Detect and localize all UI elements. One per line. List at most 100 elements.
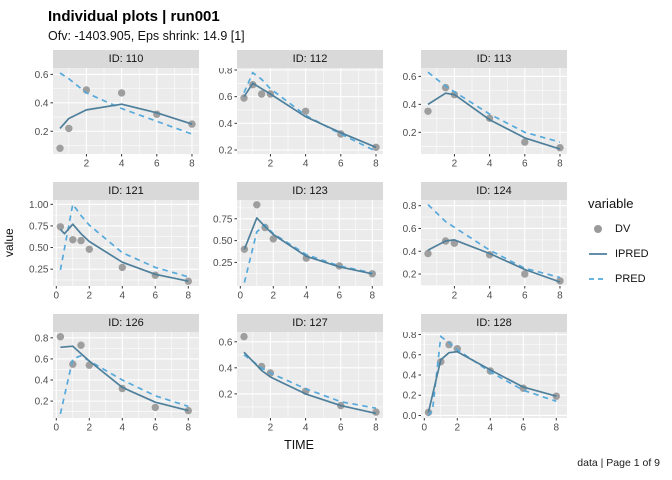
ipred-line — [243, 351, 377, 415]
dv-point — [117, 89, 126, 97]
x-tick-label: 0 — [422, 423, 428, 434]
legend-title: variable — [588, 196, 634, 211]
facet-grid: ID: 110 2 4 6 8 0.2 0.4 0.6 ID: 112 2 4 6 8 0.2 0.4… — [27, 50, 571, 436]
panel-background — [53, 68, 199, 154]
x-tick-label: 8 — [185, 291, 191, 302]
legend: variable DV IPRED PRED — [588, 196, 670, 296]
y-tick-label: 0.2 — [219, 146, 233, 157]
dv-point — [56, 144, 64, 152]
x-tick-label: 4 — [119, 159, 125, 170]
x-tick-label: 2 — [87, 423, 93, 434]
facet-124: ID: 124 2 4 6 8 0.2 0.4 0.6 0.8 — [395, 182, 571, 304]
facet-plot: 2 4 6 8 0.2 0.4 0.6 0.8 — [403, 200, 567, 302]
facet-127: ID: 127 2 4 6 8 0.2 0.4 0.6 — [211, 314, 387, 436]
x-tick-label: 6 — [522, 291, 528, 302]
facet-strip: ID: 113 — [421, 50, 567, 68]
x-tick-label: 2 — [452, 291, 458, 302]
y-tick-label: 0.6 — [219, 92, 233, 103]
dv-point — [445, 340, 453, 349]
facet-plot: 2 4 6 8 0.2 0.4 0.6 — [403, 68, 567, 170]
panel-background — [237, 332, 383, 418]
y-tick-label: 0.0 — [403, 411, 417, 422]
dv-point — [69, 360, 77, 368]
y-tick-label: 0.50 — [29, 243, 49, 254]
pred-line — [427, 71, 561, 143]
x-tick-label: 2 — [455, 423, 461, 434]
dv-point — [556, 277, 564, 285]
y-tick-label: 0.2 — [403, 391, 417, 402]
ipred-line — [59, 223, 189, 283]
pred-line — [427, 203, 561, 279]
x-tick-label: 6 — [153, 291, 159, 302]
y-tick-label: 0.50 — [213, 236, 233, 247]
y-tick-label: 0.25 — [213, 258, 233, 269]
facet-112: ID: 112 2 4 6 8 0.2 0.4 0.6 0.8 — [211, 50, 387, 172]
x-tick-label: 6 — [522, 159, 528, 170]
facet-strip: ID: 110 — [53, 50, 199, 68]
caption-page-indicator: data | Page 1 of 9 — [577, 457, 660, 469]
dv-point — [65, 124, 73, 133]
y-tick-label: 0.6 — [403, 72, 417, 83]
pred-line — [59, 72, 193, 135]
y-tick-label: 0.2 — [403, 270, 417, 281]
dv-point — [257, 90, 266, 98]
x-tick-label: 8 — [185, 423, 191, 434]
y-tick-label: 0.4 — [219, 363, 233, 374]
x-tick-label: 4 — [488, 423, 494, 434]
y-tick-label: 0.4 — [403, 100, 417, 111]
legend-item-dv: DV — [588, 221, 670, 237]
legend-item-ipred: IPRED — [588, 246, 670, 262]
y-tick-label: 0.6 — [403, 350, 417, 361]
x-tick-label: 6 — [338, 159, 344, 170]
dv-point — [556, 144, 564, 152]
x-tick-label: 4 — [487, 159, 493, 170]
x-tick-label: 8 — [373, 423, 379, 434]
legend-label: DV — [615, 223, 631, 235]
y-tick-label: 0.6 — [219, 337, 233, 348]
dv-point — [240, 332, 248, 341]
x-tick-label: 6 — [337, 291, 343, 302]
dv-point — [69, 236, 77, 244]
facet-110: ID: 110 2 4 6 8 0.2 0.4 0.6 — [27, 50, 203, 172]
y-tick-label: 0.4 — [35, 376, 49, 387]
facet-121: ID: 121 0 2 4 6 8 0.25 0.50 0.75 1.00 — [27, 182, 203, 304]
dv-point — [85, 245, 93, 253]
y-tick-label: 0.4 — [219, 119, 233, 130]
y-tick-label: 0.4 — [403, 371, 417, 382]
dv-point — [521, 270, 529, 278]
dv-point — [521, 138, 529, 146]
x-tick-label: 4 — [304, 291, 310, 302]
pred-line — [243, 354, 377, 410]
y-tick-label: 0.75 — [213, 214, 233, 225]
x-tick-label: 8 — [557, 159, 563, 170]
facet-plot: 0 2 4 6 8 0.0 0.2 0.4 0.6 0.8 — [403, 332, 567, 434]
dv-point — [118, 263, 127, 272]
x-tick-label: 4 — [120, 291, 126, 302]
x-tick-label: 8 — [373, 159, 379, 170]
dv-point — [372, 408, 380, 416]
dv-point — [184, 277, 192, 285]
facet-strip: ID: 128 — [421, 314, 567, 332]
x-tick-label: 8 — [189, 159, 195, 170]
y-tick-label: 0.6 — [403, 224, 417, 235]
facet-strip: ID: 127 — [237, 314, 383, 332]
facet-plot: 0 2 4 6 8 0.25 0.50 0.75 — [213, 200, 383, 302]
panel-background — [421, 68, 567, 154]
dv-point — [269, 235, 277, 243]
pred-line — [427, 335, 557, 417]
y-tick-label: 0.4 — [403, 247, 417, 258]
dv-point — [424, 249, 432, 258]
ipred-line — [59, 103, 193, 129]
ipred-line — [243, 82, 377, 149]
y-tick-label: 0.2 — [219, 389, 233, 400]
facet-plot: 2 4 6 8 0.2 0.4 0.6 0.8 — [219, 68, 383, 170]
panel-background — [53, 200, 199, 286]
facet-123: ID: 123 0 2 4 6 8 0.25 0.50 0.75 — [211, 182, 387, 304]
x-tick-label: 6 — [154, 159, 160, 170]
x-tick-label: 4 — [487, 291, 493, 302]
ipred-line — [427, 92, 561, 150]
facet-plot: 0 2 4 6 8 0.25 0.50 0.75 1.00 — [29, 200, 199, 302]
y-tick-label: 0.6 — [35, 354, 49, 365]
legend-label: IPRED — [615, 248, 649, 260]
facet-strip: ID: 124 — [421, 182, 567, 200]
